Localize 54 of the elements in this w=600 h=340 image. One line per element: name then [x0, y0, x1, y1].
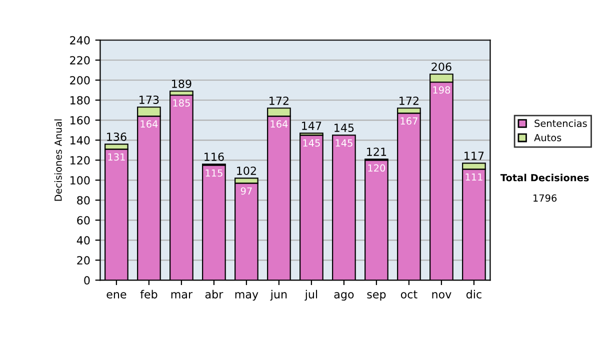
- total-label: 173: [140, 96, 159, 104]
- y-tick-label: 140: [70, 136, 90, 145]
- y-tick-label: 0: [84, 276, 90, 285]
- x-tick-label: jul: [304, 290, 318, 301]
- total-label: 117: [464, 152, 484, 160]
- data-label: 167: [400, 117, 418, 125]
- text: Total Decisiones: [500, 174, 589, 182]
- y-axis-title: Decisiones Anual: [54, 119, 62, 201]
- x-tick-label: mar: [171, 292, 193, 298]
- x-tick-label: dic: [466, 290, 482, 298]
- y-tick-label: 160: [70, 116, 90, 125]
- y-tick-label: 240: [70, 36, 90, 44]
- data-label: 131: [108, 153, 125, 161]
- y-tick-label: 220: [70, 56, 90, 65]
- x-tick-label: oct: [400, 290, 418, 298]
- y-tick-label: 200: [70, 76, 90, 85]
- x-tick-label: feb: [140, 290, 158, 298]
- data-label: 185: [173, 99, 190, 107]
- text: 1796: [533, 194, 557, 202]
- data-label: 115: [206, 169, 222, 177]
- total-label: 172: [270, 96, 288, 105]
- data-label: 97: [240, 187, 252, 195]
- y-tick-label: 80: [77, 196, 90, 205]
- data-label: 198: [433, 86, 450, 94]
- x-tick-label: sep: [367, 292, 386, 301]
- y-tick-label: 60: [77, 216, 90, 225]
- data-label: 145: [336, 139, 352, 147]
- y-tick-label: 180: [70, 96, 90, 105]
- x-tick-label: nov: [432, 292, 452, 298]
- data-label: 120: [368, 164, 386, 172]
- total-label: 121: [367, 148, 386, 156]
- total-label: 102: [237, 166, 256, 175]
- total-label: 145: [334, 124, 354, 132]
- data-label: 145: [303, 139, 320, 147]
- total-label: 116: [204, 152, 224, 161]
- y-tick-label: 120: [70, 156, 90, 165]
- total-label: 147: [302, 122, 322, 130]
- x-tick-label: ago: [334, 292, 354, 301]
- total-label: 189: [172, 80, 192, 88]
- y-tick-label: 100: [70, 176, 90, 185]
- data-label: 111: [466, 173, 482, 181]
- data-label: 164: [270, 120, 288, 128]
- x-tick-label: abr: [205, 290, 224, 298]
- x-tick-label: jun: [270, 290, 287, 301]
- data-label: 164: [140, 120, 158, 128]
- x-tick-label: ene: [106, 292, 126, 298]
- x-tick-label: may: [235, 292, 258, 301]
- total-label: 206: [432, 62, 452, 71]
- y-tick-label: 20: [77, 256, 90, 265]
- legend-label: Sentencias: [534, 119, 587, 128]
- y-tick-label: 40: [76, 236, 90, 245]
- total-label: 172: [400, 96, 418, 105]
- total-label: 136: [107, 132, 126, 141]
- legend-label: Autos: [534, 134, 562, 142]
